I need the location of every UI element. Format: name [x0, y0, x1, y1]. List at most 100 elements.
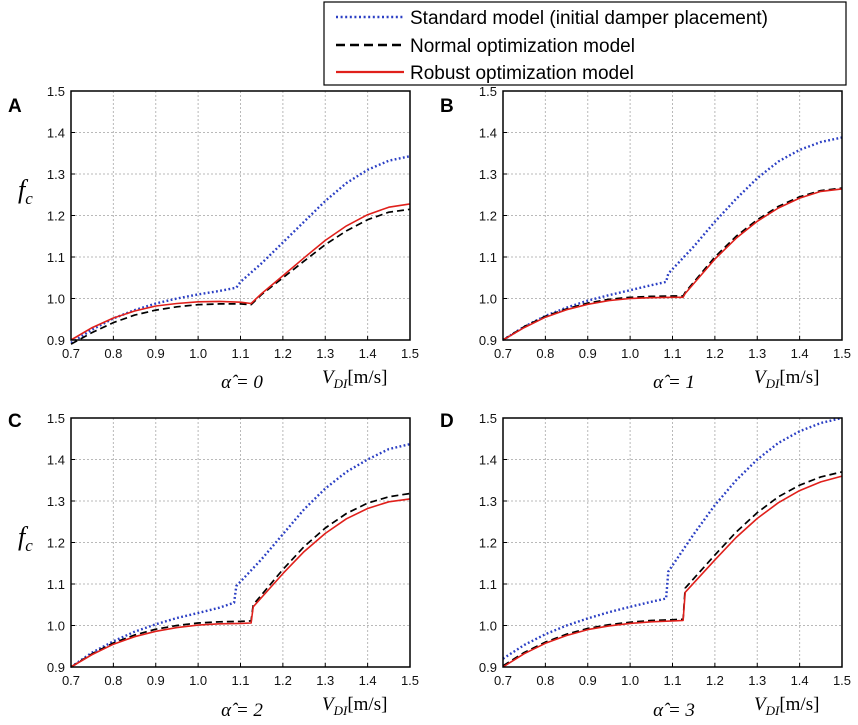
x-ticks-b: 0.7 0.8 0.9 1.0 1.1 1.2 1.3 1.4 1.5 — [494, 336, 851, 361]
y-tick-label: 0.9 — [47, 660, 65, 675]
y-tick-label: 1.5 — [47, 84, 65, 99]
y-tick-label: 1.4 — [479, 453, 497, 468]
series-group-d — [502, 416, 843, 668]
x-axis-label-main: V — [754, 367, 768, 388]
series-line-robust-a — [70, 203, 411, 341]
x-axis-label-main: V — [322, 694, 336, 715]
plot-frame-b — [502, 90, 843, 341]
y-ticks-b: 0.9 1.0 1.1 1.2 1.3 1.4 1.5 — [479, 84, 507, 348]
x-tick-label: 1.3 — [748, 673, 766, 688]
y-ticks-a: 0.9 1.0 1.1 1.2 1.3 1.4 1.5 — [47, 84, 75, 348]
y-axis-label-a: fc — [18, 175, 33, 208]
series-group-b — [502, 136, 843, 342]
y-tick-label: 1.0 — [47, 619, 65, 634]
x-tick-label: 1.1 — [231, 346, 249, 361]
panel-caption-c: α̂ = 2 — [221, 700, 263, 721]
x-axis-label-d: VDI[m/s] — [754, 694, 819, 718]
grid-c — [71, 418, 410, 667]
legend-label-robust: Robust optimization model — [410, 63, 634, 84]
y-tick-label: 1.3 — [479, 494, 497, 509]
x-tick-label: 1.2 — [274, 673, 292, 688]
y-tick-label: 1.0 — [47, 292, 65, 307]
plot-frame-a — [70, 90, 411, 341]
x-axis-label-sub: DI — [765, 376, 780, 391]
panel-d: D 0.7 0.8 0.9 1.0 1.1 1.2 1.3 1.4 1.5 0.9 1.0 1.1 1.… — [440, 411, 851, 721]
x-axis-label-sub: DI — [333, 376, 348, 391]
y-tick-label: 1.3 — [47, 167, 65, 182]
y-ticks-d: 0.9 1.0 1.1 1.2 1.3 1.4 1.5 — [479, 411, 507, 675]
y-tick-label: 1.3 — [479, 167, 497, 182]
x-axis-label-main: V — [754, 694, 768, 715]
panel-caption-d: α̂ = 3 — [653, 700, 695, 721]
y-tick-label: 1.1 — [47, 250, 65, 265]
y-tick-label: 1.5 — [479, 84, 497, 99]
y-tick-label: 1.4 — [47, 453, 65, 468]
x-tick-label: 1.3 — [748, 346, 766, 361]
series-line-robust-d — [502, 475, 843, 668]
legend: Standard model (initial damper placement… — [323, 1, 847, 86]
x-tick-label: 0.7 — [494, 346, 512, 361]
x-axis-label-sub: DI — [333, 703, 348, 718]
x-tick-label: 1.5 — [401, 673, 419, 688]
y-tick-label: 1.4 — [479, 126, 497, 141]
series-line-robust-c — [70, 498, 411, 668]
panel-label-d: D — [440, 411, 454, 432]
x-ticks-d: 0.7 0.8 0.9 1.0 1.1 1.2 1.3 1.4 1.5 — [494, 663, 851, 688]
x-tick-label: 1.1 — [663, 673, 681, 688]
x-tick-label: 1.0 — [621, 346, 639, 361]
x-axis-label-main: V — [322, 367, 336, 388]
x-tick-label: 1.0 — [621, 673, 639, 688]
y-tick-label: 0.9 — [479, 333, 497, 348]
y-tick-label: 1.5 — [479, 411, 497, 426]
y-tick-label: 1.1 — [479, 250, 497, 265]
y-tick-label: 1.0 — [479, 619, 497, 634]
legend-label-standard: Standard model (initial damper placement… — [410, 8, 768, 29]
x-tick-label: 1.2 — [706, 346, 724, 361]
x-tick-label: 1.5 — [833, 673, 851, 688]
series-group-c — [70, 442, 411, 668]
series-line-normal-d — [502, 471, 843, 667]
x-tick-label: 0.8 — [104, 673, 122, 688]
x-tick-label: 0.8 — [536, 346, 554, 361]
y-tick-label: 1.2 — [47, 209, 65, 224]
y-tick-label: 1.2 — [47, 536, 65, 551]
x-tick-label: 1.2 — [706, 673, 724, 688]
x-tick-label: 1.4 — [791, 673, 809, 688]
y-axis-label-sub: c — [25, 536, 33, 555]
x-axis-label-sub: DI — [765, 703, 780, 718]
x-tick-label: 0.7 — [62, 346, 80, 361]
x-tick-label: 1.0 — [189, 346, 207, 361]
panel-caption-a: α̂ = 0 — [221, 372, 263, 393]
y-ticks-c: 0.9 1.0 1.1 1.2 1.3 1.4 1.5 — [47, 411, 75, 675]
y-axis-label-main: f — [18, 522, 29, 551]
panel-label-a: A — [8, 96, 22, 117]
x-tick-label: 0.8 — [104, 346, 122, 361]
y-tick-label: 1.2 — [479, 209, 497, 224]
x-tick-label: 0.7 — [62, 673, 80, 688]
x-tick-label: 1.3 — [316, 673, 334, 688]
grid-d — [503, 418, 842, 667]
x-ticks-a: 0.7 0.8 0.9 1.0 1.1 1.2 1.3 1.4 1.5 — [62, 336, 419, 361]
x-axis-label-a: VDI[m/s] — [322, 367, 387, 391]
legend-label-normal: Normal optimization model — [410, 36, 635, 57]
x-axis-label-unit: [m/s] — [347, 367, 387, 388]
plot-frame-c — [70, 417, 411, 668]
x-ticks-c: 0.7 0.8 0.9 1.0 1.1 1.2 1.3 1.4 1.5 — [62, 663, 419, 688]
y-tick-label: 1.5 — [47, 411, 65, 426]
y-axis-label-main: f — [18, 175, 29, 204]
y-axis-label-sub: c — [25, 189, 33, 208]
series-line-normal-a — [70, 208, 411, 345]
x-axis-label-unit: [m/s] — [779, 367, 819, 388]
x-tick-label: 0.9 — [147, 346, 165, 361]
y-tick-label: 1.1 — [47, 577, 65, 592]
x-tick-label: 0.8 — [536, 673, 554, 688]
y-axis-label-c: fc — [18, 522, 33, 555]
x-tick-label: 0.7 — [494, 673, 512, 688]
x-tick-label: 1.3 — [316, 346, 334, 361]
series-line-standard-b — [502, 136, 843, 342]
series-line-normal-c — [70, 492, 411, 668]
y-tick-label: 1.4 — [47, 126, 65, 141]
panel-label-c: C — [8, 411, 22, 432]
x-axis-label-b: VDI[m/s] — [754, 367, 819, 391]
